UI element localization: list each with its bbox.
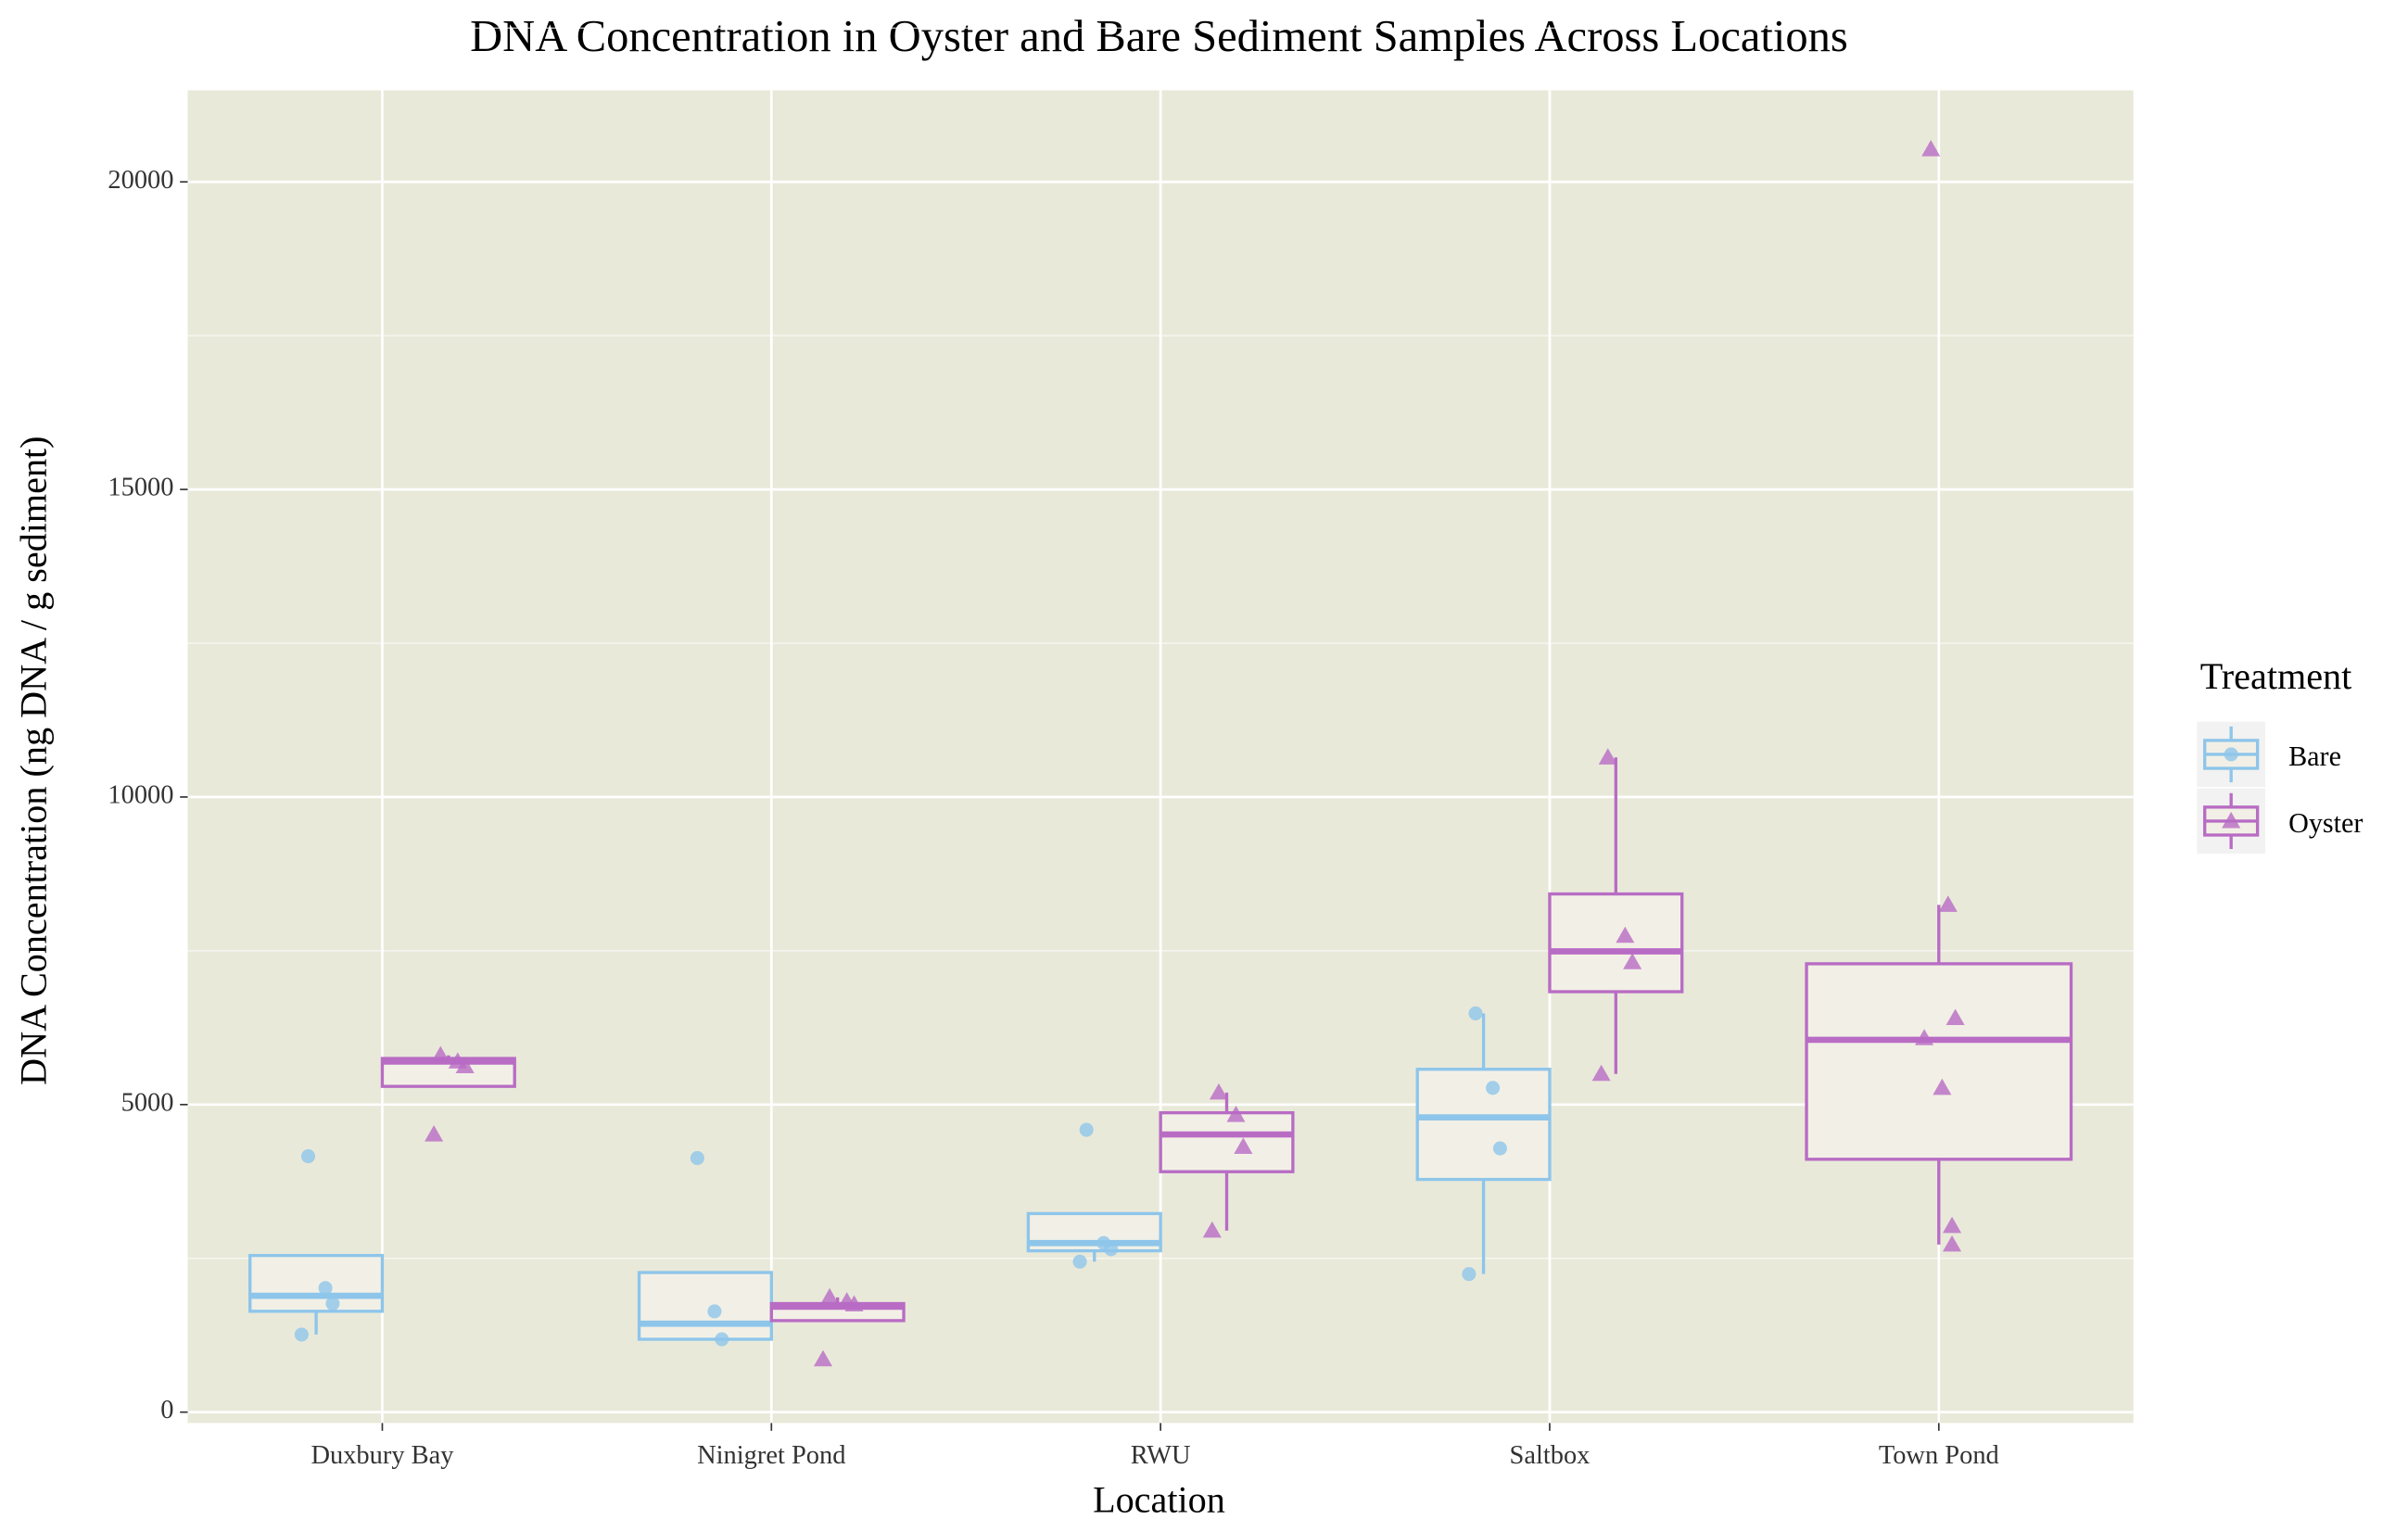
point bbox=[455, 1057, 475, 1073]
point bbox=[1591, 1064, 1611, 1082]
point bbox=[1945, 1008, 1965, 1026]
point bbox=[1226, 1106, 1246, 1122]
point bbox=[318, 1281, 333, 1296]
point bbox=[813, 1349, 833, 1367]
point bbox=[1598, 748, 1617, 765]
point bbox=[1072, 1254, 1087, 1269]
point bbox=[707, 1304, 722, 1319]
axes: 0 5000 10000 15000 20000 Duxbury Bay Ninigret … bbox=[108, 166, 1998, 1470]
point bbox=[1616, 926, 1635, 943]
marks bbox=[248, 140, 2073, 1367]
x-tick-label: Town Pond bbox=[1879, 1441, 1999, 1470]
point bbox=[715, 1332, 729, 1347]
point bbox=[431, 1045, 450, 1063]
box bbox=[1548, 892, 1684, 994]
point bbox=[1921, 140, 1941, 157]
y-tick-label: 15000 bbox=[108, 474, 173, 502]
point bbox=[1468, 1006, 1483, 1020]
point bbox=[2222, 811, 2241, 829]
point bbox=[844, 1295, 864, 1312]
legend-title: Treatment bbox=[2200, 655, 2352, 697]
box bbox=[1159, 1110, 1295, 1173]
point bbox=[1938, 895, 1958, 912]
point bbox=[2224, 747, 2238, 762]
box bbox=[637, 1271, 773, 1341]
point bbox=[1209, 1083, 1228, 1100]
grid bbox=[187, 27, 2134, 1424]
point bbox=[1202, 1221, 1222, 1238]
point bbox=[1915, 1029, 1934, 1045]
point bbox=[1104, 1242, 1119, 1257]
y-tick-label: 10000 bbox=[108, 780, 173, 809]
x-tick-label: Ninigret Pond bbox=[697, 1441, 845, 1470]
y-axis-title: DNA Concentration (ng DNA / g sediment) bbox=[12, 436, 54, 1084]
x-tick-label: Duxbury Bay bbox=[311, 1441, 454, 1470]
point bbox=[325, 1296, 340, 1311]
x-tick-label: RWU bbox=[1131, 1441, 1191, 1470]
box bbox=[1805, 962, 2073, 1161]
x-axis-title: Location bbox=[1093, 1479, 1225, 1521]
point bbox=[1486, 1081, 1501, 1095]
box bbox=[248, 1253, 385, 1313]
y-tick-label: 5000 bbox=[121, 1088, 174, 1117]
point bbox=[1234, 1137, 1253, 1154]
point bbox=[1623, 953, 1642, 969]
point bbox=[1943, 1234, 1962, 1252]
point bbox=[1933, 1078, 1952, 1095]
legend-label: Oyster bbox=[2288, 807, 2363, 839]
point bbox=[1079, 1122, 1094, 1137]
point bbox=[690, 1151, 704, 1166]
point bbox=[820, 1287, 840, 1305]
point bbox=[1462, 1267, 1476, 1282]
point bbox=[300, 1149, 316, 1164]
chart-title: DNA Concentration in Oyster and Bare Sed… bbox=[470, 12, 1848, 61]
legend: Bare Oyster bbox=[2197, 721, 2363, 855]
point bbox=[1943, 1216, 1962, 1234]
box bbox=[1415, 1068, 1552, 1182]
x-tick-label: Saltbox bbox=[1510, 1441, 1591, 1470]
legend-label: Bare bbox=[2288, 741, 2341, 772]
point bbox=[294, 1327, 309, 1342]
y-tick-label: 20000 bbox=[108, 166, 173, 195]
y-tick-label: 0 bbox=[160, 1396, 173, 1424]
point bbox=[425, 1125, 444, 1142]
point bbox=[1492, 1141, 1507, 1156]
